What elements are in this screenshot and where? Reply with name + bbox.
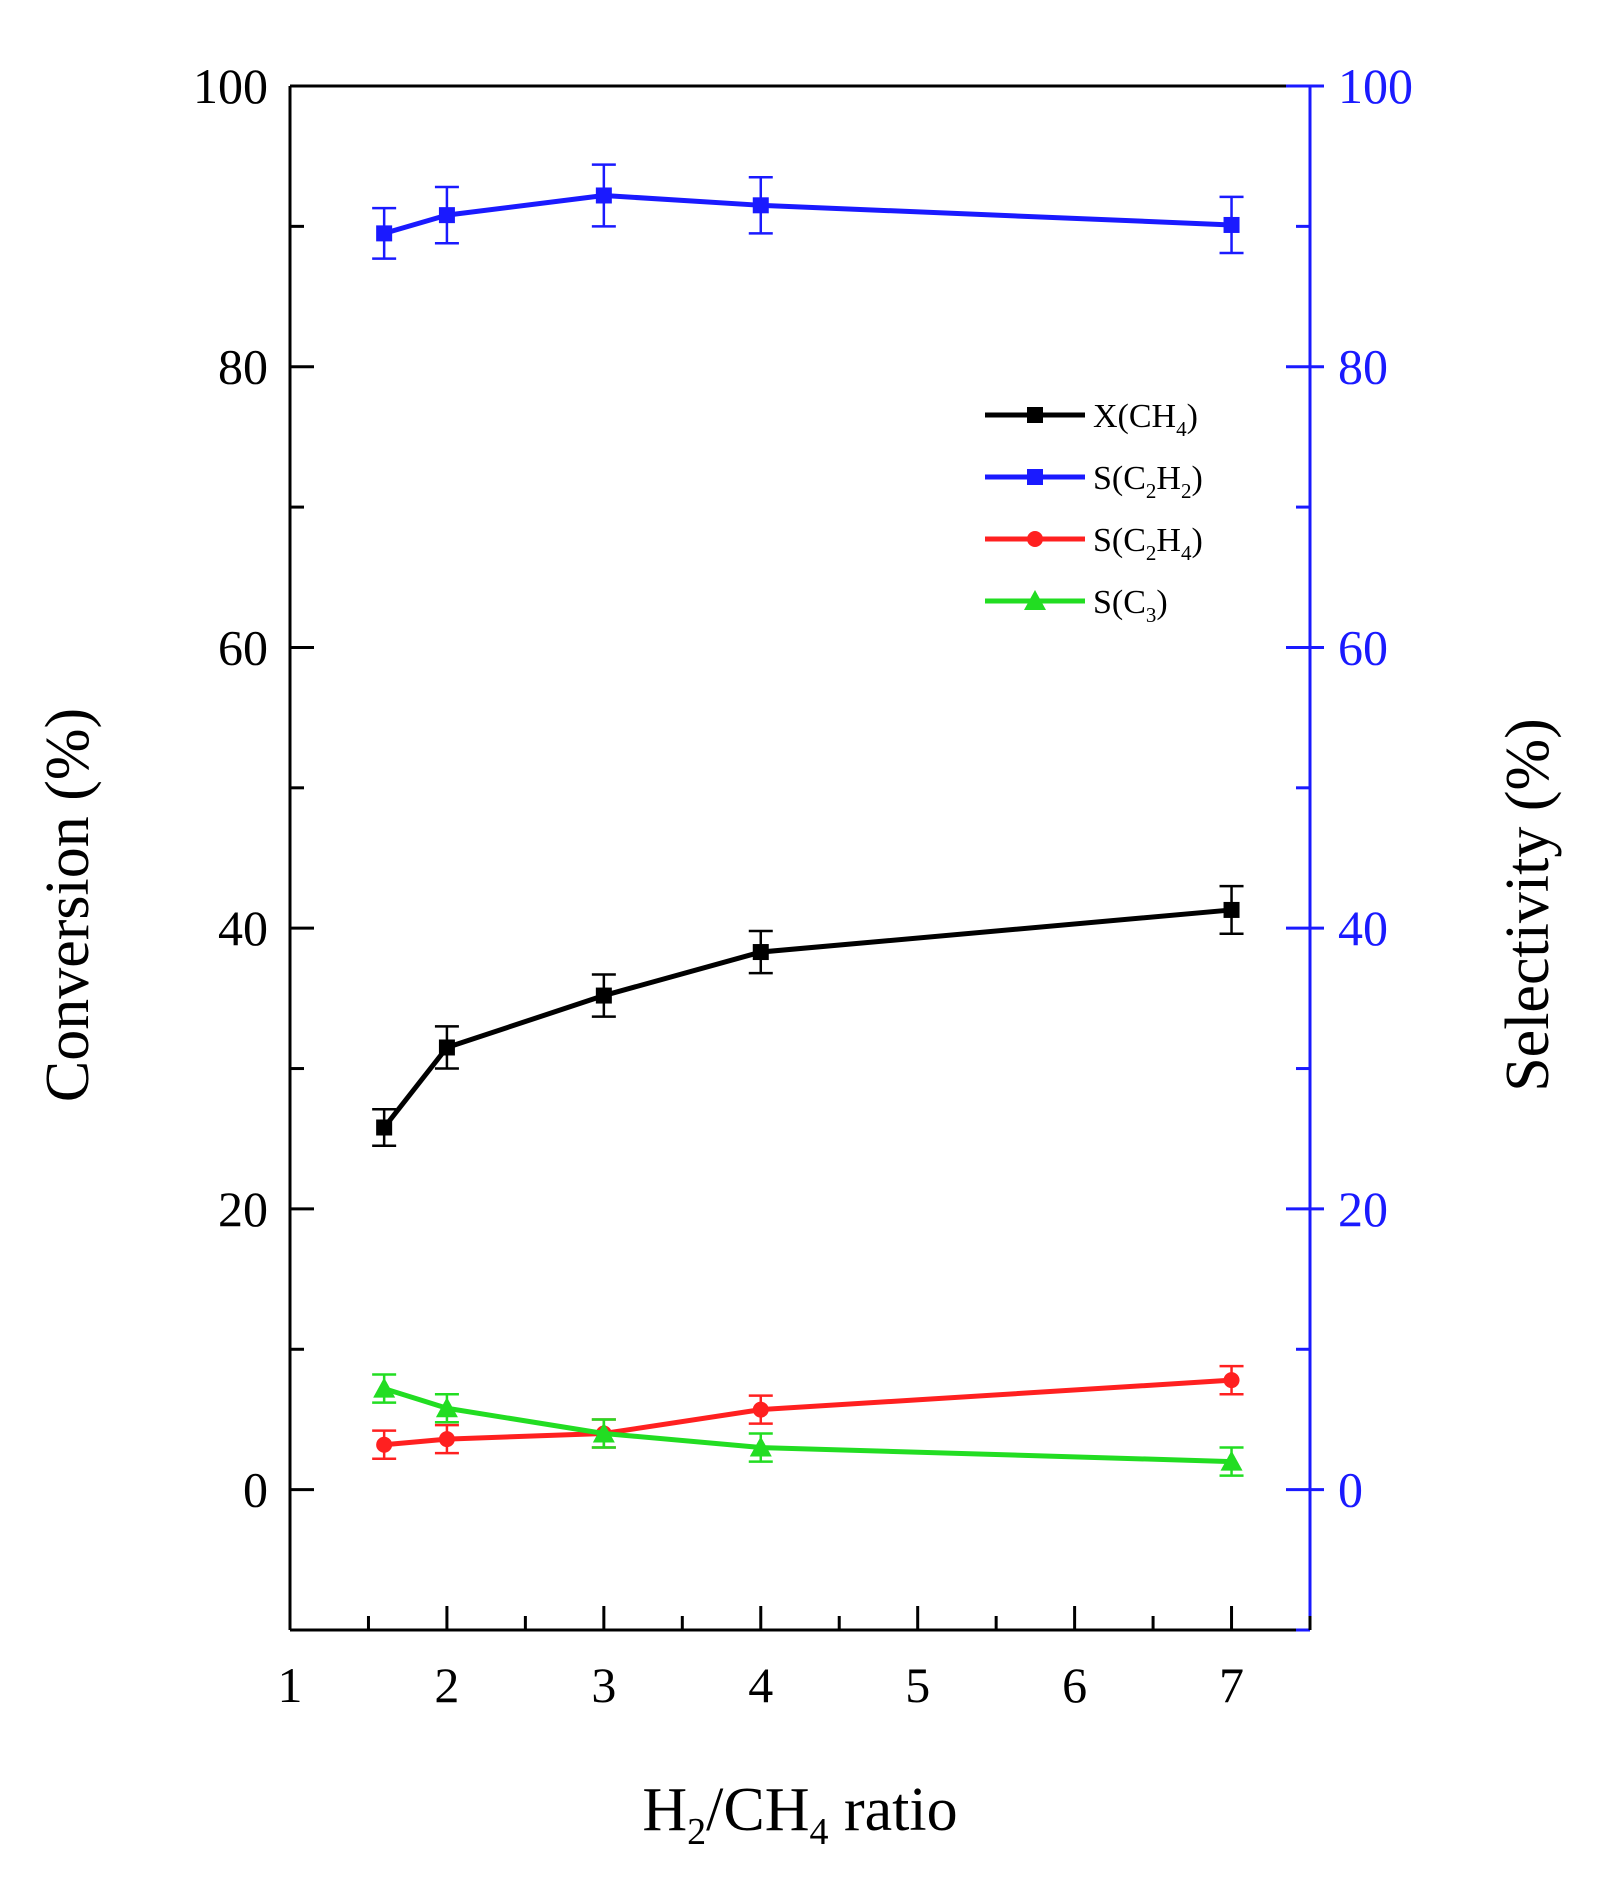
y-left-tick-label: 0 [243, 1462, 268, 1518]
legend-swatch-marker [1027, 407, 1043, 423]
series-s-c2h2 [372, 163, 1244, 260]
x-tick-label: 2 [434, 1657, 459, 1713]
legend-label: S(C2H2) [1093, 460, 1203, 503]
y-left-tick-label: 80 [218, 339, 268, 395]
x-tick-label: 4 [748, 1657, 773, 1713]
s-c3-point [749, 1436, 772, 1457]
y-right-tick-label: 80 [1338, 339, 1388, 395]
s-c2h4-line [383, 1377, 1232, 1448]
legend-label: X(CH4) [1093, 398, 1198, 441]
s-c2h2-point [1223, 216, 1240, 233]
x-tick-label: 7 [1219, 1657, 1244, 1713]
x-tick-label: 6 [1062, 1657, 1087, 1713]
s-c2h2-point [595, 187, 612, 204]
x-axis-title: H2/CH4 ratio [642, 1776, 957, 1853]
x-tick-label: 5 [905, 1657, 930, 1713]
s-c2h2-point [438, 207, 455, 224]
x-ch4-point [752, 944, 769, 961]
legend-swatch-marker [1024, 590, 1046, 610]
s-c2h2-line [383, 192, 1232, 236]
s-c3-point [373, 1377, 396, 1398]
s-c3-point [435, 1397, 458, 1418]
series-s-c2h4 [372, 1364, 1244, 1461]
x-ch4-line [382, 907, 1232, 1130]
y-right-tick-label: 0 [1338, 1462, 1363, 1518]
legend: X(CH4) S(C2H2) S(C2H4) S(C3) [985, 398, 1203, 627]
s-c3-point [1220, 1450, 1243, 1471]
legend-item-s-c2h4: S(C2H4) [985, 522, 1203, 565]
y-right-tick-label: 20 [1338, 1181, 1388, 1237]
legend-item-x-ch4: X(CH4) [985, 398, 1198, 441]
s-c2h4-point [438, 1431, 455, 1448]
y-right-tick-label: 60 [1338, 619, 1388, 675]
y-left-tick-label: 40 [218, 900, 268, 956]
legend-item-s-c3: S(C3) [985, 584, 1168, 627]
y-axis-right-title: Selectivity (%) [1494, 718, 1562, 1092]
legend-label: S(C2H4) [1093, 522, 1203, 565]
s-c2h4-point [752, 1401, 769, 1418]
s-c3-point [592, 1422, 615, 1443]
x-tick-label: 3 [591, 1657, 616, 1713]
series-x-ch4 [372, 884, 1244, 1147]
x-ch4-point [376, 1119, 393, 1136]
s-c2h2-point [376, 225, 393, 242]
y-left-tick-label: 60 [218, 619, 268, 675]
x-ch4-point [1223, 901, 1240, 918]
y-left-tick-label: 100 [193, 58, 268, 114]
series-layer [372, 163, 1244, 1477]
s-c2h4-point [1223, 1372, 1240, 1389]
legend-item-s-c2h2: S(C2H2) [985, 460, 1203, 503]
s-c2h4-point [376, 1436, 393, 1453]
y-left-tick-label: 20 [218, 1181, 268, 1237]
s-c2h2-point [752, 197, 769, 214]
legend-swatch-marker [1027, 531, 1043, 547]
x-tick-label: 1 [278, 1657, 303, 1713]
axes: 0 20 40 60 80 100 0 20 40 60 80 100 1 2 3 4 5 6 7 [193, 58, 1413, 1713]
y-right-tick-label: 100 [1338, 58, 1413, 114]
legend-label: S(C3) [1093, 584, 1168, 627]
y-right-tick-label: 40 [1338, 900, 1388, 956]
x-ch4-point [595, 987, 612, 1004]
s-c3-line [383, 1386, 1232, 1465]
x-ch4-point [438, 1039, 455, 1056]
legend-swatch-marker [1027, 469, 1043, 485]
y-axis-left-title: Conversion (%) [34, 708, 102, 1102]
series-s-c3 [372, 1373, 1244, 1477]
